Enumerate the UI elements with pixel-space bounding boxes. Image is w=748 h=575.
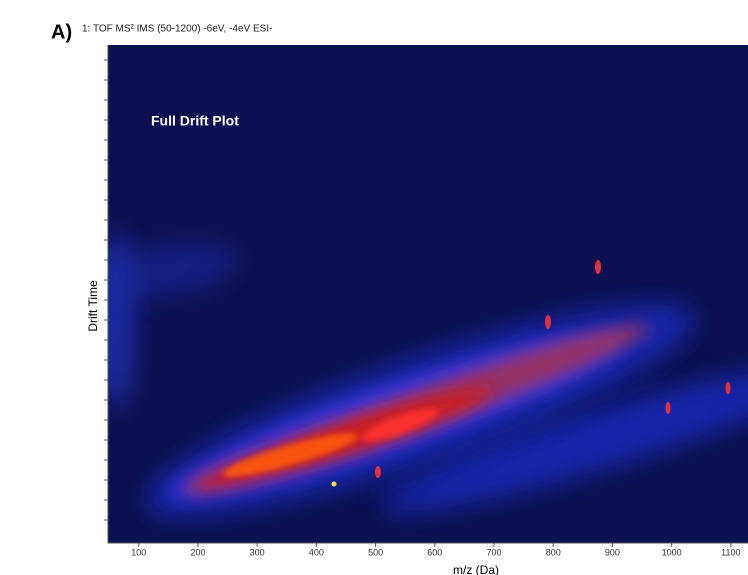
x-tick-label: 500 [368, 547, 383, 557]
x-tick-label: 900 [605, 547, 620, 557]
x-tick-label: 600 [427, 547, 442, 557]
x-tick-label: 400 [309, 547, 324, 557]
x-tick-label: 1000 [662, 547, 682, 557]
density-image [108, 45, 748, 543]
x-tick-label: 200 [190, 547, 205, 557]
x-tick-label: 800 [546, 547, 561, 557]
x-tick-label: 100 [131, 547, 146, 557]
annotation: Full Drift Plot [151, 113, 239, 129]
subtitle: 1: TOF MS² IMS (50-1200) -6eV, -4eV ESI- [82, 24, 272, 35]
x-tick-label: 700 [486, 547, 501, 557]
x-tick-label: 1100 [721, 547, 740, 557]
x-tick-label: 300 [250, 547, 265, 557]
panel-label: A) [51, 21, 72, 43]
x-axis-label: m/z (Da) [453, 563, 499, 575]
y-axis-label: Drift Time [86, 280, 100, 332]
